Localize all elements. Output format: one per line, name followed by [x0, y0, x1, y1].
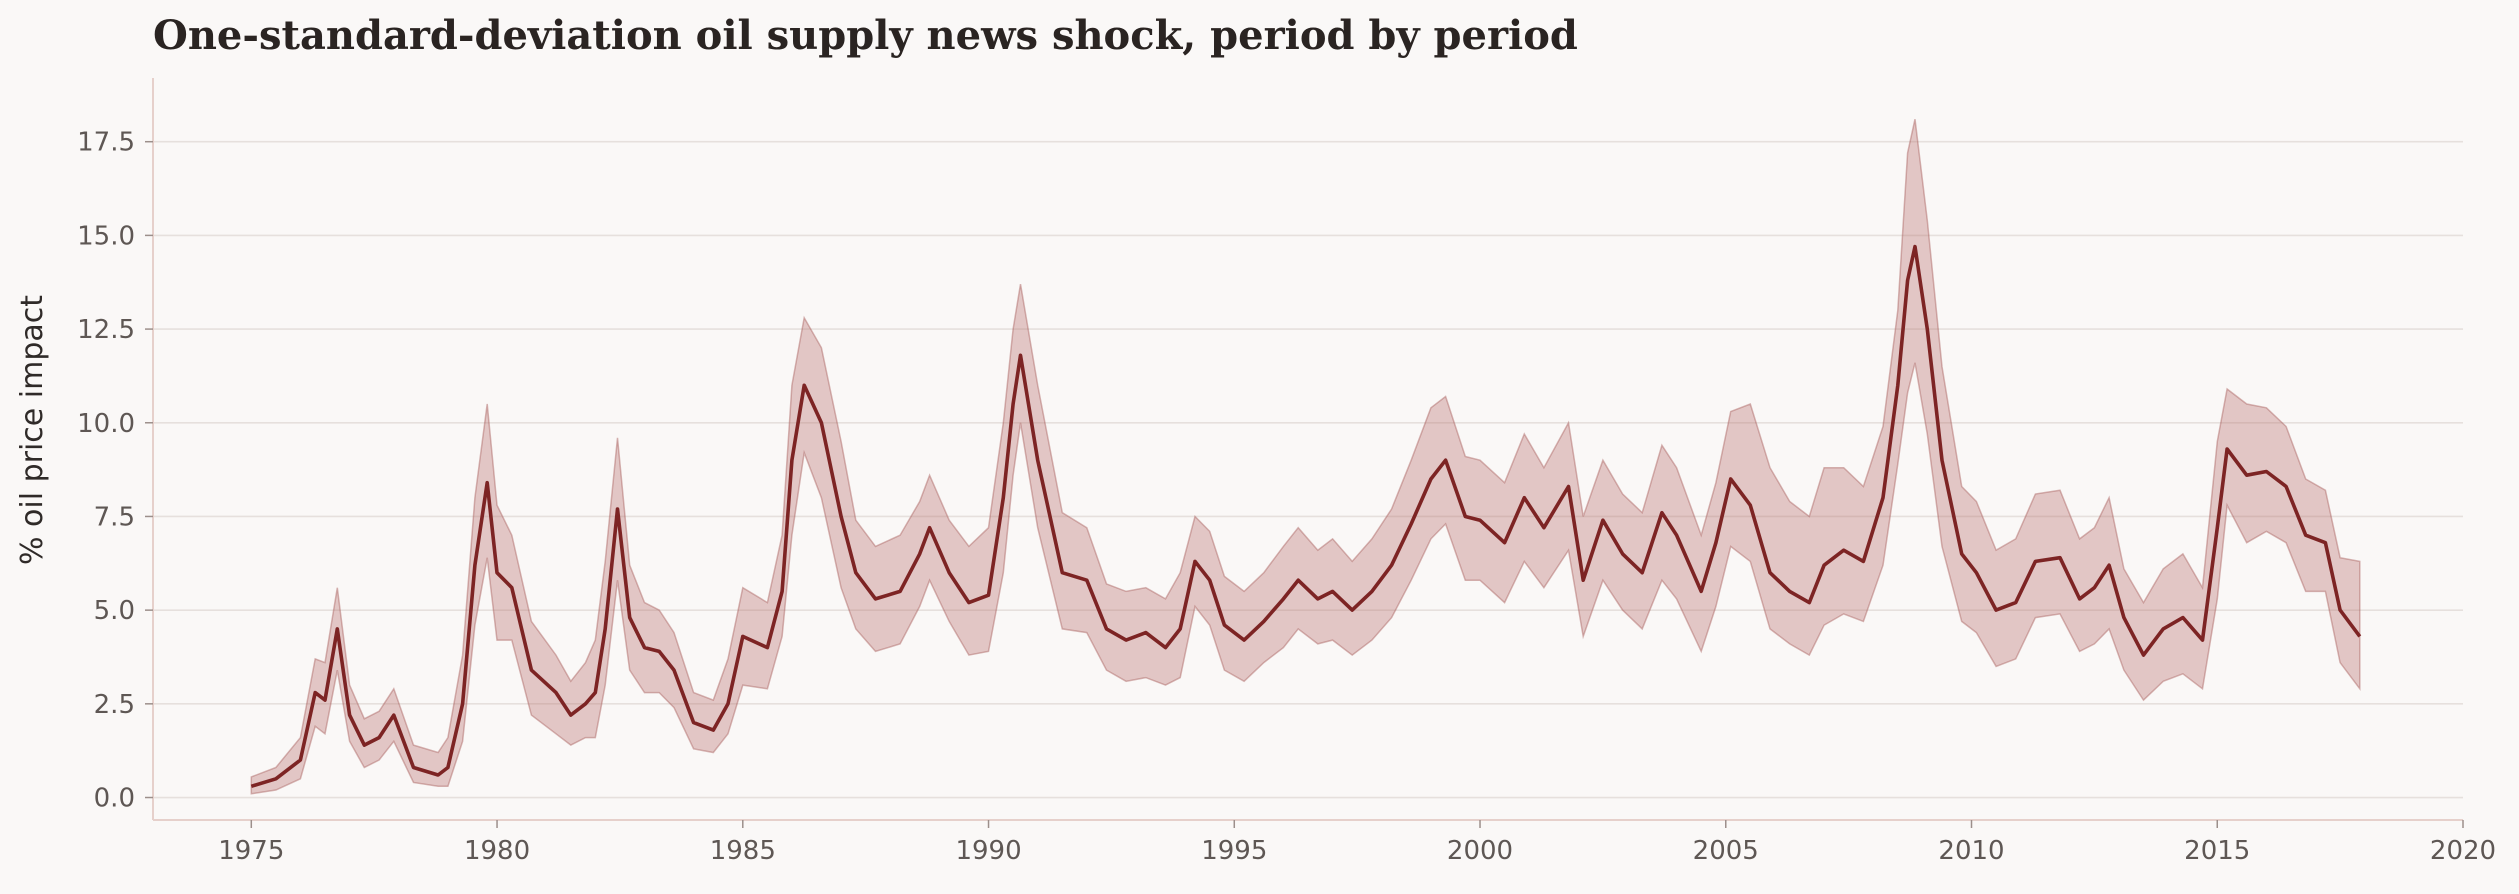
confidence-band-layer	[250, 119, 2361, 795]
y-axis-ticks: 0.0 2.5 5.0 7.5 10.0 12.5 15.0 17.5	[77, 128, 153, 814]
x-tick-label: 2010	[1938, 836, 2004, 866]
series-line	[250, 244, 2362, 789]
y-tick-label: 5.0	[94, 596, 135, 626]
x-tick-label: 1995	[1201, 836, 1267, 866]
x-tick-label: 1985	[710, 836, 776, 866]
confidence-band	[250, 119, 2361, 795]
x-tick-label: 2020	[2430, 836, 2496, 866]
y-axis-label: % oil price impact	[15, 295, 50, 565]
y-tick-label: 2.5	[94, 690, 135, 720]
x-tick-label: 2005	[1693, 836, 1759, 866]
x-tick-label: 2000	[1447, 836, 1513, 866]
series-line-layer	[250, 244, 2362, 789]
chart-title: One-standard-deviation oil supply news s…	[153, 12, 1578, 59]
y-tick-label: 12.5	[77, 315, 135, 345]
y-tick-label: 0.0	[94, 784, 135, 814]
y-tick-label: 7.5	[94, 502, 135, 532]
x-tick-label: 1990	[955, 836, 1021, 866]
x-tick-label: 2015	[2184, 836, 2250, 866]
y-tick-label: 17.5	[77, 128, 135, 158]
x-tick-label: 1975	[218, 836, 284, 866]
y-tick-label: 15.0	[77, 221, 135, 251]
axes	[152, 78, 2463, 821]
x-axis-ticks: 1975 1980 1985 1990 1995 2000 2005 2010 2015 2020	[218, 820, 2496, 866]
grid-lines	[153, 140, 2463, 799]
y-tick-label: 10.0	[77, 409, 135, 439]
x-tick-label: 1980	[464, 836, 530, 866]
